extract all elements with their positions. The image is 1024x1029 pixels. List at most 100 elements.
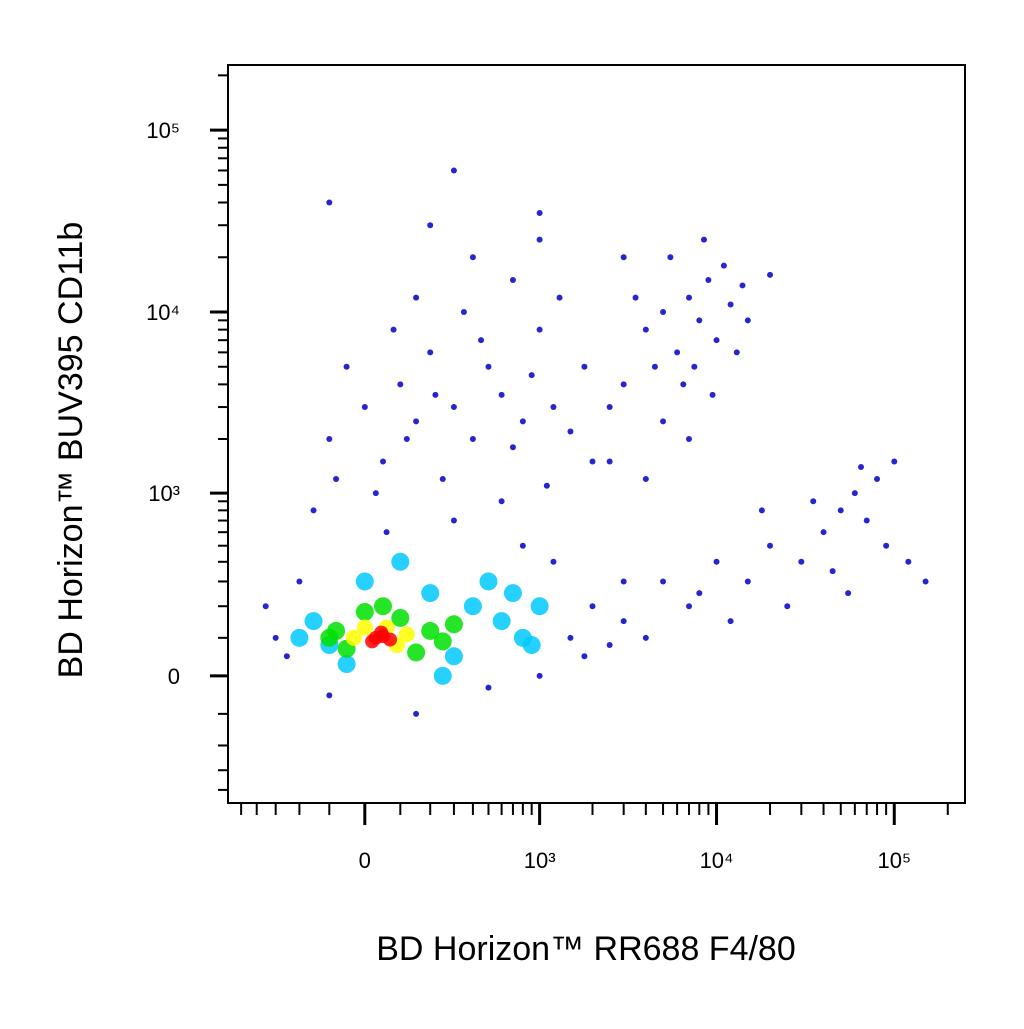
data-point [767,271,774,278]
data-point [686,435,693,442]
data-point [380,458,387,465]
data-point [810,498,817,505]
data-point [709,391,716,398]
data-point [433,666,452,685]
data-point [509,444,516,451]
data-point [733,349,740,356]
data-point [642,326,649,333]
data-point [413,418,420,425]
data-point [667,254,674,261]
data-point [390,326,397,333]
data-point [556,294,563,301]
data-point [660,309,667,316]
data-point [530,597,549,616]
data-point [620,578,627,585]
data-point [705,276,712,283]
data-point [784,603,791,610]
data-point [691,363,698,370]
y-tick-label: 10⁴ [146,300,180,325]
data-point [837,507,844,514]
data-point [642,475,649,482]
data-point [820,529,827,536]
data-point [519,542,526,549]
y-tick-label: 0 [168,664,180,689]
data-point [536,236,543,243]
x-tick-label: 10³ [524,848,556,873]
data-point [720,262,727,269]
data-point [589,603,596,610]
data-point [700,236,707,243]
data-point [365,634,380,649]
data-point [606,642,613,649]
data-point [620,381,627,388]
data-point [589,458,596,465]
x-tick-label: 10⁴ [700,848,734,873]
data-point [485,363,492,370]
data-point [444,647,463,666]
data-point [320,628,339,647]
data-point [361,404,368,411]
points [262,167,929,717]
data-point [851,490,858,497]
data-point [581,653,588,660]
data-point [642,634,649,641]
data-point [421,584,440,603]
data-point [620,254,627,261]
data-point [922,578,929,585]
plot-frame [227,64,966,804]
data-point [550,558,557,565]
data-point [479,572,498,591]
data-point [727,301,734,308]
data-point [536,672,543,679]
data-point [355,572,374,591]
data-point [356,619,373,636]
data-point [391,608,410,627]
data-point [581,363,588,370]
data-point [492,612,511,631]
y-tick-label: 10³ [148,481,180,506]
data-point [403,435,410,442]
data-point [696,317,703,324]
data-point [407,643,426,662]
data-point [391,552,410,571]
data-point [333,475,340,482]
data-point [686,603,693,610]
data-point [485,684,492,691]
data-point [696,590,703,597]
data-point [829,568,836,575]
data-point [374,625,389,640]
data-point [343,363,350,370]
data-point [450,404,457,411]
data-point [660,418,667,425]
data-point [450,167,457,174]
x-axis-title: BD Horizon™ RR688 F4/80 [376,930,796,968]
data-point [727,618,734,625]
data-point [413,294,420,301]
data-point [713,558,720,565]
data-point [326,199,333,206]
x-tick-label: 10⁵ [877,848,911,873]
data-point [283,653,290,660]
data-point [304,612,323,631]
data-point [413,710,420,717]
data-point [567,428,574,435]
data-point [519,418,526,425]
data-point [374,597,393,616]
y-axis-title: BD Horizon™ BUV395 CD11b [52,222,90,679]
data-point [567,634,574,641]
data-point [739,282,746,289]
data-point [272,634,279,641]
data-point [522,636,541,655]
data-point [744,317,751,324]
data-point [891,458,898,465]
data-point [372,490,379,497]
data-point [767,542,774,549]
data-point [536,326,543,333]
data-point [758,507,765,514]
data-point [397,381,404,388]
data-point [433,632,452,651]
x-tick-label: 0 [359,848,371,873]
data-point [421,621,440,640]
data-point [427,349,434,356]
